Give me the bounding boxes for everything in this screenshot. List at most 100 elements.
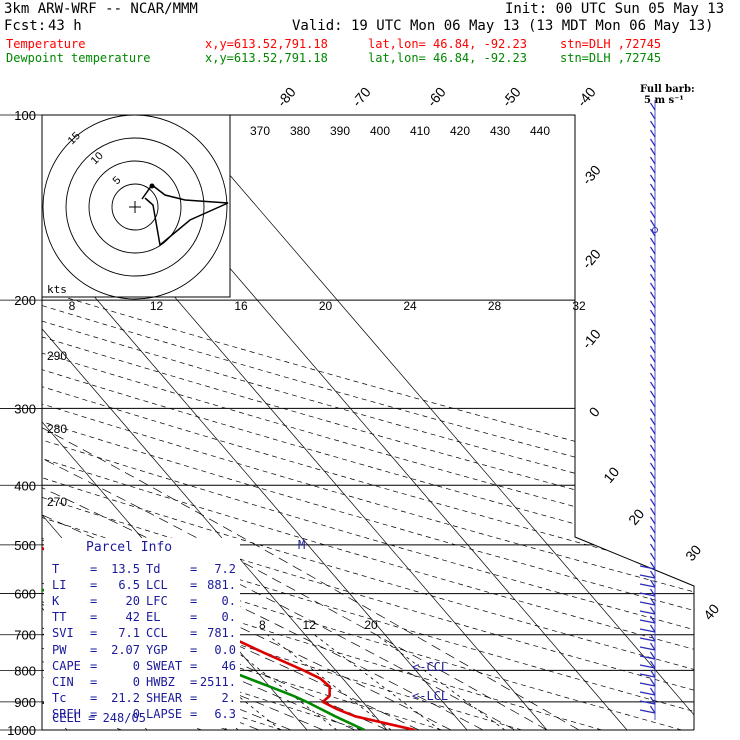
parcel-equals: =	[90, 642, 98, 657]
dry-adiabat-line	[42, 115, 694, 730]
wind-barb	[639, 691, 656, 696]
parcel-key: SHEAR	[146, 690, 183, 705]
wind-barb	[639, 601, 656, 606]
parcel-equals: =	[90, 690, 98, 705]
wind-barb	[649, 246, 656, 255]
parcel-value: 21.2	[111, 690, 140, 705]
potential-temperature-label: 400	[370, 124, 390, 138]
wind-barb	[639, 655, 656, 660]
dry-adiabat-line	[42, 115, 694, 730]
wind-barb	[649, 579, 656, 588]
parcel-info-title: Parcel Info	[86, 540, 173, 555]
level-annotation: <-LCL	[412, 689, 448, 703]
wind-barb-calm	[652, 227, 658, 233]
temperature-tick-label: -20	[579, 246, 604, 272]
potential-temperature-label: 440	[530, 124, 550, 138]
wind-barb	[639, 637, 656, 642]
parcel-equals: =	[90, 610, 98, 625]
parcel-key: CCL	[146, 626, 168, 641]
potential-temperature-label: 370	[250, 124, 270, 138]
hodograph-trace-start	[149, 183, 155, 189]
parcel-value: 0.	[221, 610, 236, 625]
wind-barb	[649, 363, 656, 372]
wind-barb	[649, 633, 656, 642]
wind-barb	[639, 664, 656, 669]
pressure-label: 1000	[7, 723, 36, 738]
parcel-key: LAPSE	[146, 706, 183, 721]
forecast-hour: 43 h	[48, 18, 82, 34]
potential-temperature-label: 420	[450, 124, 470, 138]
parcel-key: CAPE	[52, 658, 81, 673]
isotherm-line	[42, 115, 388, 730]
parcel-value: 13.5	[111, 562, 140, 576]
parcel-key: SREH	[52, 706, 81, 721]
wind-barb-column	[639, 100, 658, 720]
mixing-ratio-label: 20	[364, 618, 378, 632]
wind-barb	[639, 592, 656, 597]
parcel-equals: =	[90, 562, 98, 576]
wind-barb	[649, 660, 656, 669]
wind-barb	[649, 435, 656, 444]
wind-barb	[649, 399, 656, 408]
wind-barb	[649, 336, 656, 345]
hodograph-ring	[65, 137, 205, 277]
parcel-value: 46	[221, 658, 236, 673]
wind-barb	[649, 228, 656, 237]
wind-barb	[649, 408, 656, 417]
wind-barb	[649, 444, 656, 453]
pressure-label: 900	[14, 695, 36, 710]
parcel-key: EL	[146, 610, 161, 625]
dry-adiabat-line	[42, 115, 694, 730]
wind-barb	[649, 273, 656, 282]
wind-barb	[649, 606, 656, 615]
pressure-label: 100	[14, 108, 36, 123]
parcel-value: 0	[132, 658, 140, 673]
parcel-value: 6.5	[118, 578, 140, 593]
wind-barb	[649, 291, 656, 300]
parcel-key: TT	[52, 610, 67, 625]
pressure-label: 200	[14, 293, 36, 308]
wind-barb	[649, 471, 656, 480]
wind-barb	[649, 696, 656, 705]
parcel-equals: =	[90, 658, 98, 673]
temperature-tick-label: -80	[274, 84, 299, 110]
wind-barb	[639, 619, 656, 624]
wind-barb	[649, 318, 656, 327]
wind-barb	[649, 345, 656, 354]
wind-barb	[649, 588, 656, 597]
parcel-value: 2.07	[111, 642, 140, 657]
parcel-value: 0	[132, 706, 140, 721]
mixing-ratio-line	[267, 634, 392, 730]
wind-barb	[649, 165, 656, 174]
parcel-equals: =	[190, 642, 198, 657]
hodograph-x-tick: 16	[234, 299, 248, 313]
temperature-legend-label: Temperature	[6, 37, 86, 51]
wind-barb	[649, 201, 656, 210]
hodograph-trace	[141, 183, 229, 247]
valid-time: Valid: 19 UTC Mon 06 May 13 (13 MDT Mon …	[292, 18, 714, 34]
dry-adiabat-label: 270	[47, 495, 67, 509]
wind-barb	[649, 102, 656, 111]
mixing-ratio-line	[314, 634, 441, 730]
dewpoint-xy: x,y=613.52,791.18	[205, 51, 328, 65]
temperature-station: stn=DLH ,72745	[560, 37, 662, 51]
parcel-equals: =	[190, 626, 198, 641]
parcel-key: SWEAT	[146, 658, 183, 673]
parcel-value: 781.	[207, 626, 236, 641]
pressure-label: 400	[14, 478, 36, 493]
wind-barb	[649, 426, 656, 435]
model-title: 3km ARW-WRF -- NCAR/MMM	[4, 1, 198, 17]
wind-barb	[649, 129, 656, 138]
potential-temperature-label: 390	[330, 124, 350, 138]
hodograph-ring	[88, 160, 182, 254]
wind-barb	[649, 597, 656, 606]
wind-barb	[639, 583, 656, 588]
wind-barb	[649, 138, 656, 147]
dry-adiabat-line	[42, 115, 694, 730]
wind-barb	[649, 516, 656, 525]
parcel-equals: =	[190, 578, 198, 593]
temperature-xy: x,y=613.52,791.18	[205, 37, 328, 51]
dewpoint-latlon: lat,lon= 46.84, -92.23	[368, 51, 527, 65]
temperature-tick-label: -70	[349, 84, 374, 110]
